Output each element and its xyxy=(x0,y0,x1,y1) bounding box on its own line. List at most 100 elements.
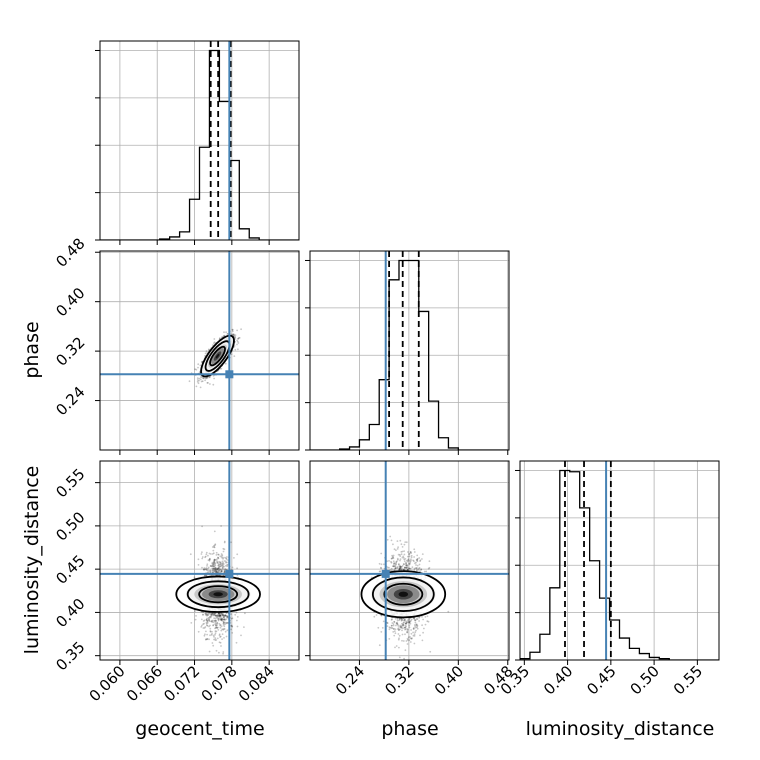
scatter-point xyxy=(416,559,418,562)
scatter-point xyxy=(224,568,227,570)
scatter-point xyxy=(404,558,407,560)
panel-frame xyxy=(99,250,300,451)
scatter-point xyxy=(212,613,215,616)
scatter-point xyxy=(214,627,216,630)
scatter-point xyxy=(409,560,412,563)
y-tick-label: 0.35 xyxy=(52,638,88,674)
scatter-point xyxy=(212,567,215,570)
scatter-point xyxy=(405,562,407,564)
scatter-point xyxy=(225,614,228,617)
scatter-point xyxy=(214,639,217,641)
scatter-point xyxy=(223,618,226,620)
scatter-point xyxy=(404,618,406,621)
scatter-point xyxy=(211,613,214,616)
scatter-point xyxy=(204,612,207,615)
scatter-point xyxy=(197,630,200,633)
scatter-point xyxy=(215,615,217,617)
scatter-point xyxy=(399,559,401,562)
scatter-point xyxy=(405,620,407,622)
scatter-point xyxy=(216,627,219,630)
scatter-point xyxy=(213,612,216,615)
scatter-point xyxy=(220,615,222,618)
scatter-point xyxy=(413,569,416,571)
scatter-point xyxy=(404,566,406,569)
scatter-point xyxy=(414,631,417,634)
scatter-point xyxy=(415,567,418,570)
panels: 0.240.320.400.480.350.400.450.500.550.06… xyxy=(52,40,720,705)
scatter-point xyxy=(394,632,397,635)
scatter-point xyxy=(225,615,228,618)
scatter-point xyxy=(214,617,217,620)
scatter-point xyxy=(406,639,409,641)
scatter-point xyxy=(205,619,208,621)
scatter-point xyxy=(378,570,381,573)
scatter-point xyxy=(208,620,211,622)
scatter-point xyxy=(218,614,221,616)
scatter-point xyxy=(207,613,210,616)
scatter-point xyxy=(215,616,218,618)
scatter-point xyxy=(208,570,211,572)
scatter-point xyxy=(236,340,239,343)
scatter-point xyxy=(401,624,403,627)
scatter-point xyxy=(410,619,412,622)
scatter-point xyxy=(218,651,220,654)
scatter-point xyxy=(402,624,405,627)
scatter-point xyxy=(222,562,225,564)
scatter-point xyxy=(226,629,229,632)
scatter-point xyxy=(225,618,228,621)
scatter-point xyxy=(219,568,222,571)
scatter-point xyxy=(220,565,223,567)
scatter-point xyxy=(399,624,402,627)
scatter-point xyxy=(423,627,425,630)
scatter-point xyxy=(214,571,217,574)
scatter-point xyxy=(392,624,395,627)
scatter-point xyxy=(222,616,225,618)
scatter-point xyxy=(224,619,226,622)
scatter-point xyxy=(399,566,402,568)
panel-frame xyxy=(99,460,300,661)
scatter-point xyxy=(220,619,223,622)
scatter-point xyxy=(395,563,397,566)
scatter-point xyxy=(404,628,407,630)
scatter-point xyxy=(402,563,405,565)
scatter-point xyxy=(406,631,408,634)
scatter-point xyxy=(398,634,401,637)
x-tick-label: 0.32 xyxy=(381,662,417,698)
scatter-point xyxy=(207,619,210,621)
scatter-point xyxy=(400,625,403,628)
scatter-point xyxy=(405,564,408,567)
scatter-point xyxy=(215,568,217,571)
scatter-point xyxy=(222,550,225,553)
scatter-point xyxy=(209,613,212,616)
scatter-point xyxy=(219,615,222,617)
scatter-point xyxy=(230,624,232,627)
scatter-point xyxy=(206,382,209,384)
scatter-point xyxy=(391,556,394,559)
scatter-point xyxy=(214,566,217,569)
scatter-point xyxy=(398,568,401,570)
scatter-point xyxy=(221,628,224,631)
scatter-point xyxy=(223,571,226,574)
scatter-point xyxy=(410,618,413,621)
scatter-point xyxy=(200,626,203,628)
scatter-point xyxy=(413,617,415,620)
scatter-point xyxy=(205,553,208,556)
scatter-point xyxy=(399,628,401,631)
scatter-point xyxy=(405,622,408,625)
scatter-point xyxy=(404,626,406,629)
scatter-point xyxy=(223,565,226,568)
scatter-point xyxy=(214,567,217,569)
scatter-point xyxy=(396,540,399,542)
scatter-point xyxy=(213,562,216,565)
scatter-point xyxy=(224,614,226,617)
scatter-point xyxy=(416,627,419,630)
scatter-point xyxy=(390,619,393,621)
scatter-point xyxy=(217,553,220,556)
scatter-point xyxy=(394,617,397,620)
scatter-point xyxy=(209,557,211,560)
scatter-point xyxy=(213,614,216,617)
scatter-point xyxy=(222,558,224,560)
scatter-point xyxy=(223,560,226,562)
scatter-point xyxy=(220,525,223,527)
scatter-point xyxy=(216,622,219,625)
